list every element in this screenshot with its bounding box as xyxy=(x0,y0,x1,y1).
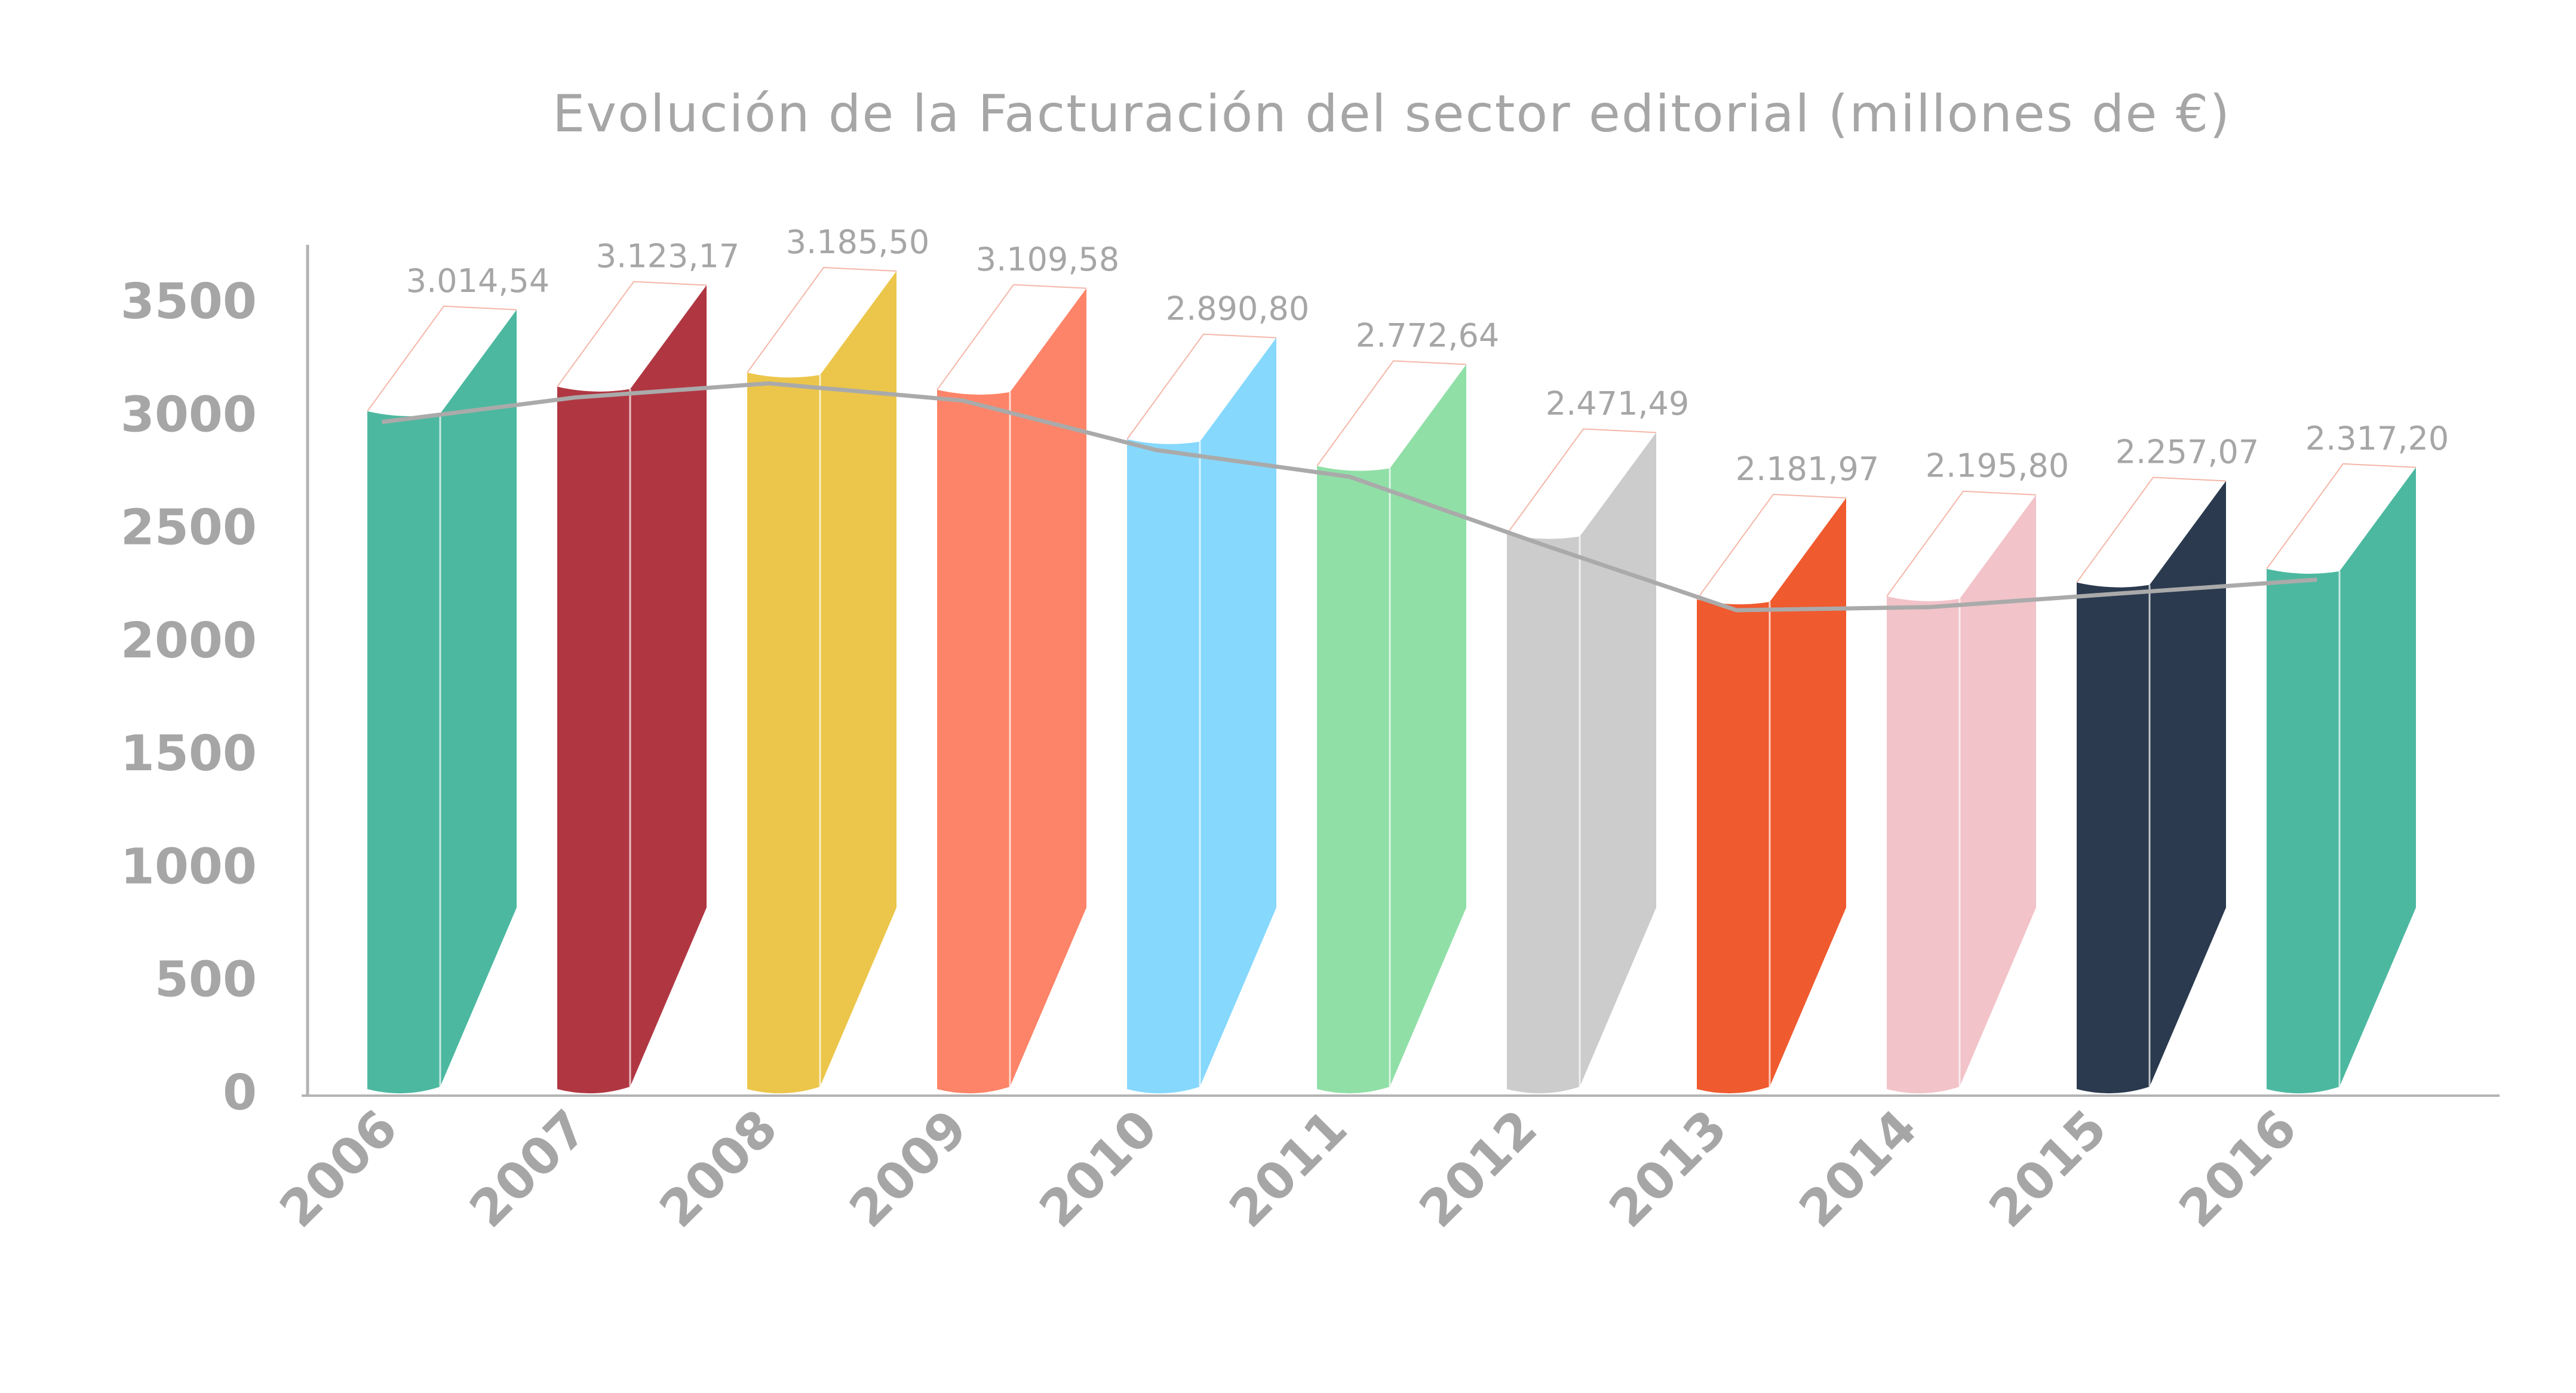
bar-2012 xyxy=(1506,428,1657,1094)
bar-side-face xyxy=(2150,481,2226,1087)
bar-2010 xyxy=(1126,333,1277,1094)
bar-2014 xyxy=(1886,490,2037,1094)
bar-front-face xyxy=(1697,599,1770,1094)
x-tick-label: 2008 xyxy=(649,1099,789,1239)
bar-front-face xyxy=(557,386,630,1094)
bar-top-edge xyxy=(557,281,707,388)
data-label: 2.181,97 xyxy=(1736,450,1879,488)
x-tick-label: 2015 xyxy=(1978,1099,2118,1239)
bars xyxy=(367,267,2417,1094)
bar-side-face xyxy=(820,271,896,1087)
y-tick-label: 0 xyxy=(223,1065,257,1121)
trend-line xyxy=(381,381,2317,613)
data-label: 3.109,58 xyxy=(976,241,1119,278)
y-tick-label: 3000 xyxy=(121,386,257,443)
data-label: 2.317,20 xyxy=(2305,420,2449,457)
x-tick-label: 2012 xyxy=(1408,1099,1549,1239)
bar-top-edge xyxy=(1316,360,1467,466)
x-tick-label: 2009 xyxy=(839,1099,979,1239)
bar-side-face xyxy=(1390,364,1466,1087)
bar-front-face xyxy=(1887,596,1960,1094)
bar-front-face xyxy=(1127,439,1200,1094)
x-tick-label: 2013 xyxy=(1598,1099,1739,1239)
bar-side-face xyxy=(440,309,517,1087)
data-label: 2.257,07 xyxy=(2116,433,2259,471)
bar-top-edge xyxy=(2076,476,2227,583)
bar-top-edge xyxy=(937,284,1087,390)
data-label: 2.890,80 xyxy=(1166,290,1309,328)
x-tick-label: 2010 xyxy=(1028,1099,1169,1239)
x-tick-label: 2011 xyxy=(1218,1099,1359,1239)
bar-2009 xyxy=(937,284,1087,1094)
bar-side-face xyxy=(1770,497,1846,1087)
bar-front-face xyxy=(937,389,1010,1094)
data-label: 2.195,80 xyxy=(1926,447,2069,485)
x-tick-label: 2016 xyxy=(2168,1099,2308,1239)
bar-2013 xyxy=(1696,493,1847,1094)
data-label: 2.471,49 xyxy=(1546,385,1689,422)
data-label: 2.772,64 xyxy=(1356,316,1499,354)
y-tick-label: 2000 xyxy=(121,613,257,669)
bar-side-face xyxy=(1010,288,1086,1087)
x-tick-label: 2014 xyxy=(1788,1099,1929,1239)
bar-side-face xyxy=(1960,494,2036,1087)
bar-top-edge xyxy=(747,267,897,373)
x-tick-label: 2006 xyxy=(269,1099,409,1239)
data-label: 3.123,17 xyxy=(596,238,739,275)
bar-side-face xyxy=(630,285,707,1087)
bar-side-face xyxy=(1200,337,1276,1087)
data-label: 3.185,50 xyxy=(786,223,929,261)
bar-2007 xyxy=(557,281,707,1094)
bar-top-edge xyxy=(1126,333,1277,440)
bar-front-face xyxy=(1317,466,1390,1094)
trend-line-group xyxy=(381,381,2317,613)
bar-top-edge xyxy=(1506,428,1657,534)
data-label: 3.014,54 xyxy=(406,262,549,300)
bar-2008 xyxy=(747,267,897,1094)
y-tick-label: 1500 xyxy=(121,725,257,782)
bar-top-edge xyxy=(367,305,517,412)
y-tick-label: 3500 xyxy=(121,273,257,330)
bar-front-face xyxy=(1507,534,1580,1094)
bar-top-edge xyxy=(1696,493,1847,600)
chart-title: Evolución de la Facturación del sector e… xyxy=(552,84,2231,144)
y-axis-ticks: 0 500 1000 1500 2000 2500 3000 3500 xyxy=(121,273,257,1121)
y-tick-label: 500 xyxy=(155,952,257,1008)
bar-top-edge xyxy=(2266,463,2417,570)
bar-side-face xyxy=(1580,432,1656,1087)
bar-front-face xyxy=(2077,582,2150,1094)
bar-2015 xyxy=(2076,476,2227,1094)
x-tick-label: 2007 xyxy=(459,1099,599,1239)
x-axis-ticks: 2006 2007 2008 2009 2010 2011 2012 2013 2014 2015… xyxy=(269,1099,2308,1239)
y-tick-label: 2500 xyxy=(121,500,257,556)
y-tick-label: 1000 xyxy=(121,838,257,895)
bar-2006 xyxy=(367,305,517,1094)
bar-front-face xyxy=(2267,568,2339,1094)
bar-2011 xyxy=(1316,360,1467,1094)
bar-front-face xyxy=(367,411,440,1094)
bar-2016 xyxy=(2266,463,2417,1094)
bar-top-edge xyxy=(1886,490,2037,597)
bar-front-face xyxy=(747,373,820,1094)
data-labels: 3.014,54 3.123,17 3.185,50 3.109,58 2.890,80… xyxy=(406,223,2449,488)
bar-side-face xyxy=(2339,467,2416,1087)
